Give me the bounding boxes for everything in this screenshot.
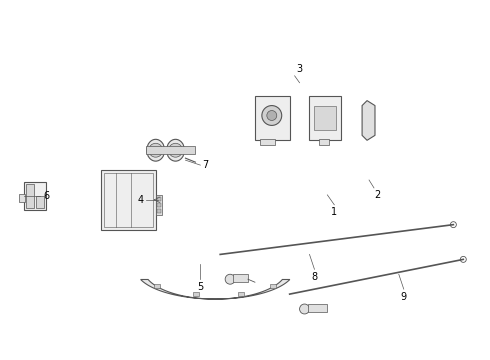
FancyBboxPatch shape <box>157 203 161 207</box>
Text: 4: 4 <box>138 195 144 205</box>
FancyBboxPatch shape <box>310 96 341 140</box>
Circle shape <box>169 143 182 157</box>
Bar <box>193 292 198 296</box>
Circle shape <box>149 143 163 157</box>
Circle shape <box>299 304 310 314</box>
FancyBboxPatch shape <box>319 139 329 145</box>
FancyBboxPatch shape <box>315 105 336 130</box>
Circle shape <box>450 222 456 228</box>
FancyBboxPatch shape <box>260 139 275 145</box>
Circle shape <box>262 105 282 125</box>
FancyBboxPatch shape <box>157 197 161 201</box>
FancyBboxPatch shape <box>157 209 161 213</box>
FancyBboxPatch shape <box>101 170 156 230</box>
Text: 9: 9 <box>401 292 407 302</box>
FancyBboxPatch shape <box>156 195 162 215</box>
Bar <box>154 284 160 288</box>
Bar <box>308 304 327 312</box>
Text: 5: 5 <box>197 282 203 292</box>
FancyBboxPatch shape <box>36 196 44 208</box>
Bar <box>233 274 248 282</box>
Text: 8: 8 <box>312 272 318 282</box>
Text: 7: 7 <box>202 160 209 170</box>
Circle shape <box>267 111 277 121</box>
Polygon shape <box>141 279 290 299</box>
Circle shape <box>460 256 466 262</box>
Text: 2: 2 <box>374 190 380 200</box>
Text: 1: 1 <box>331 207 338 217</box>
FancyBboxPatch shape <box>146 146 196 154</box>
FancyBboxPatch shape <box>19 194 25 202</box>
FancyBboxPatch shape <box>24 182 46 210</box>
Text: 3: 3 <box>296 64 303 74</box>
FancyBboxPatch shape <box>255 96 290 140</box>
Bar <box>270 284 276 288</box>
FancyBboxPatch shape <box>25 184 34 208</box>
Circle shape <box>225 274 235 284</box>
Ellipse shape <box>147 139 165 161</box>
Bar <box>238 292 244 296</box>
Ellipse shape <box>167 139 184 161</box>
Polygon shape <box>362 100 375 140</box>
Text: 6: 6 <box>44 191 49 201</box>
